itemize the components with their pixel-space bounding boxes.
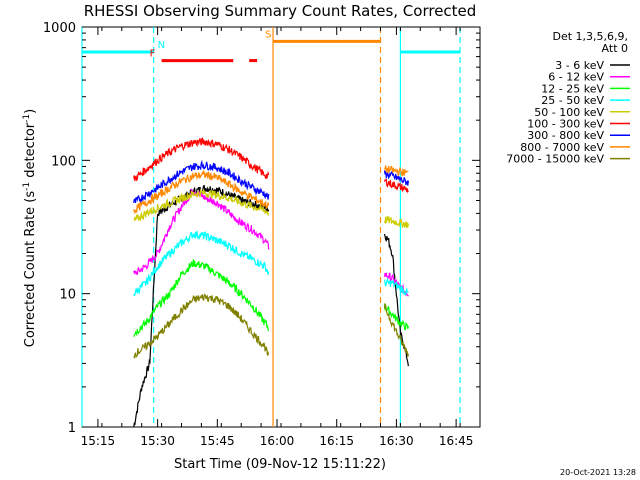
interval-indicator-layer: N S F (81, 27, 461, 427)
flare-label: F (150, 49, 156, 60)
y-axis-label-sup2: -1 (22, 114, 32, 123)
series-line-2 (383, 303, 409, 331)
y-tick-label: 1 (68, 421, 76, 436)
legend-label: 12 - 25 keV (541, 82, 604, 95)
series-line-3 (133, 231, 270, 297)
series-line-7 (133, 169, 270, 215)
series-line-5 (383, 178, 409, 194)
y-tick-label: 1000 (43, 21, 76, 36)
y-axis-label-main: Corrected Count Rate (s (23, 191, 38, 348)
y-tick-label: 100 (51, 154, 76, 169)
x-tick-label: 16:00 (260, 434, 295, 448)
series-line-3 (383, 277, 409, 296)
y-axis: 1 10 100 1000 (43, 21, 480, 436)
series-line-6 (133, 159, 270, 204)
y-axis-label: Corrected Count Rate (s-1 detector-1) (22, 109, 38, 347)
x-tick-label: 15:15 (81, 434, 116, 448)
legend-label: 3 - 6 keV (555, 59, 604, 72)
legend-label: 6 - 12 keV (548, 71, 604, 84)
series-line-4 (383, 216, 409, 229)
series-line-8 (383, 302, 409, 357)
y-axis-label-mid: detector (23, 122, 38, 182)
night-label: N (158, 40, 165, 51)
legend-label: 25 - 50 keV (541, 94, 604, 107)
legend-label: 800 - 7000 keV (520, 141, 604, 154)
chart-title: RHESSI Observing Summary Count Rates, Co… (84, 2, 477, 20)
legend-label: 300 - 800 keV (527, 129, 604, 142)
x-axis: 15:15 15:30 15:45 16:00 16:15 16:30 16:45 (81, 27, 474, 448)
y-tick-label: 10 (59, 288, 76, 303)
x-tick-label: 16:45 (439, 434, 474, 448)
plot-frame (81, 26, 481, 428)
x-tick-label: 15:45 (200, 434, 235, 448)
series-line-8 (133, 293, 270, 359)
legend-header-line1: Det 1,3,5,6,9, (552, 30, 628, 43)
timestamp: 20-Oct-2021 13:28 (560, 468, 636, 477)
series-line-1 (133, 188, 270, 275)
series-line-7 (384, 165, 409, 177)
series-line-4 (133, 188, 270, 222)
legend-label: 50 - 100 keV (534, 106, 604, 119)
series-line-6 (383, 170, 409, 186)
y-axis-label-sup1: -1 (22, 182, 32, 191)
x-axis-label: Start Time (09-Nov-12 15:11:22) (174, 457, 386, 472)
legend-label: 100 - 300 keV (527, 118, 604, 131)
x-tick-label: 15:30 (140, 434, 175, 448)
saa-label: S (265, 29, 271, 40)
plot-area: NSF 15:15 15:30 15:45 16:00 16:15 16:30 16:45 … (43, 21, 481, 448)
series-layer (133, 137, 409, 428)
series-line-2 (133, 259, 270, 337)
x-tick-label: 16:15 (319, 434, 354, 448)
legend-label: 7000 - 15000 keV (506, 153, 604, 166)
y-axis-label-end: ) (23, 109, 38, 114)
legend-header-line2: Att 0 (602, 42, 628, 55)
series-line-5 (133, 137, 270, 182)
x-tick-label: 16:30 (379, 434, 414, 448)
